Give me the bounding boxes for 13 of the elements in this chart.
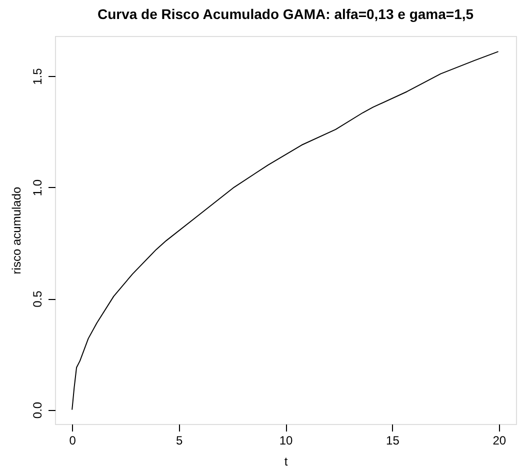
- y-axis-title: risco acumulado: [10, 186, 24, 274]
- x-tick-label: 5: [176, 434, 183, 448]
- x-tick-label: 0: [69, 434, 76, 448]
- x-tick-label: 20: [492, 434, 506, 448]
- x-axis-title: t: [284, 454, 288, 468]
- y-tick-label: 1.0: [30, 179, 44, 196]
- x-tick-label: 15: [386, 434, 400, 448]
- line-series: [72, 51, 499, 410]
- y-tick-label: 0.0: [30, 402, 44, 419]
- x-tick-label: 10: [279, 434, 293, 448]
- chart-title: Curva de Risco Acumulado GAMA: alfa=0,13 e gama=1,5: [97, 6, 474, 22]
- y-tick-label: 1.5: [30, 68, 44, 85]
- y-tick-label: 0.5: [30, 290, 44, 308]
